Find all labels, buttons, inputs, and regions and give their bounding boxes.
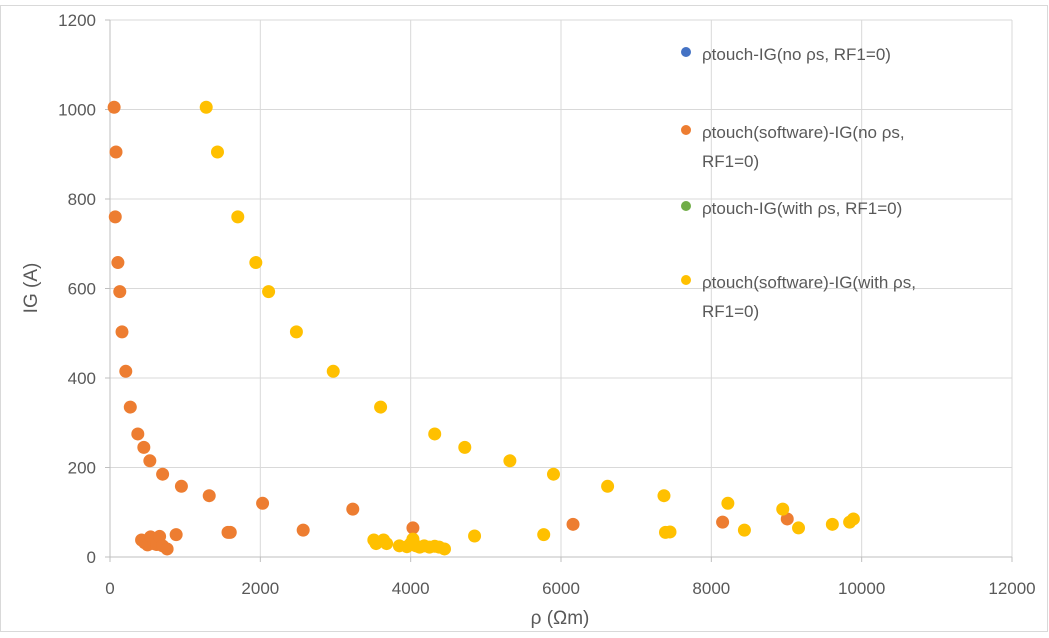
data-point — [468, 529, 482, 543]
data-point — [107, 100, 121, 114]
data-point — [109, 145, 123, 159]
data-point — [289, 325, 303, 339]
data-point — [428, 427, 442, 441]
x-tick-label: 0 — [105, 579, 114, 598]
data-point — [143, 454, 157, 468]
data-point — [131, 427, 145, 441]
data-point — [210, 145, 224, 159]
y-axis-title: IG (A) — [21, 263, 42, 314]
data-point — [156, 467, 170, 481]
data-point — [115, 325, 129, 339]
x-tick-label: 8000 — [692, 579, 730, 598]
legend-marker — [681, 275, 691, 285]
data-point — [174, 479, 188, 493]
legend-label: ρtouch(software)-IG(with ρs, RF1=0) — [702, 273, 916, 321]
legend: ρtouch-IG(no ρs, RF1=0) ρtouch(software)-… — [681, 45, 916, 321]
data-point — [223, 525, 237, 539]
data-point — [262, 285, 276, 299]
y-tick-label: 600 — [68, 280, 96, 299]
data-point — [231, 210, 245, 224]
data-point — [137, 440, 151, 454]
y-tick-label: 800 — [68, 190, 96, 209]
data-point — [716, 515, 730, 529]
y-tick-label: 1200 — [58, 11, 96, 30]
data-point — [825, 517, 839, 531]
data-point — [123, 400, 137, 414]
data-point — [537, 528, 551, 542]
x-tick-label: 10000 — [838, 579, 885, 598]
gridlines — [110, 19, 1013, 557]
data-point — [657, 489, 671, 503]
data-point — [546, 467, 560, 481]
legend-label: ρtouch(software)-IG(no ρs, RF1=0) — [702, 123, 905, 171]
data-point — [108, 210, 122, 224]
data-point — [458, 440, 472, 454]
data-point — [503, 454, 517, 468]
data-points — [107, 100, 860, 556]
legend-marker — [681, 125, 691, 135]
data-point — [113, 285, 127, 299]
data-point — [326, 364, 340, 378]
data-point — [169, 528, 183, 542]
legend-label: ρtouch-IG(with ρs, RF1=0) — [702, 199, 902, 218]
data-point — [380, 537, 394, 551]
data-point — [792, 521, 806, 535]
y-tick-label: 200 — [68, 459, 96, 478]
x-tick-label: 6000 — [542, 579, 580, 598]
data-point — [202, 489, 216, 503]
legend-label: ρtouch-IG(no ρs, RF1=0) — [702, 45, 891, 64]
data-point — [374, 400, 388, 414]
x-tick-label: 12000 — [988, 579, 1035, 598]
data-point — [199, 100, 213, 114]
data-point — [249, 256, 263, 270]
data-point — [346, 502, 360, 516]
data-point — [160, 542, 174, 556]
data-point — [721, 496, 735, 510]
x-tick-label: 4000 — [392, 579, 430, 598]
data-point — [843, 515, 857, 529]
y-tick-label: 0 — [87, 548, 96, 567]
data-point — [737, 523, 751, 537]
y-tick-label: 400 — [68, 369, 96, 388]
y-tick-label: 1000 — [58, 101, 96, 120]
data-point — [256, 496, 270, 510]
data-point — [658, 525, 672, 539]
data-point — [601, 479, 615, 493]
x-tick-label: 2000 — [241, 579, 279, 598]
data-point — [566, 517, 580, 531]
data-point — [111, 256, 125, 270]
data-point — [119, 364, 133, 378]
legend-marker — [681, 47, 691, 57]
data-point — [437, 542, 451, 556]
data-point — [406, 521, 420, 535]
legend-marker — [681, 201, 691, 211]
data-point — [776, 502, 790, 516]
data-point — [780, 512, 794, 526]
data-point — [296, 523, 310, 537]
x-axis-title: ρ (Ωm) — [531, 608, 590, 629]
